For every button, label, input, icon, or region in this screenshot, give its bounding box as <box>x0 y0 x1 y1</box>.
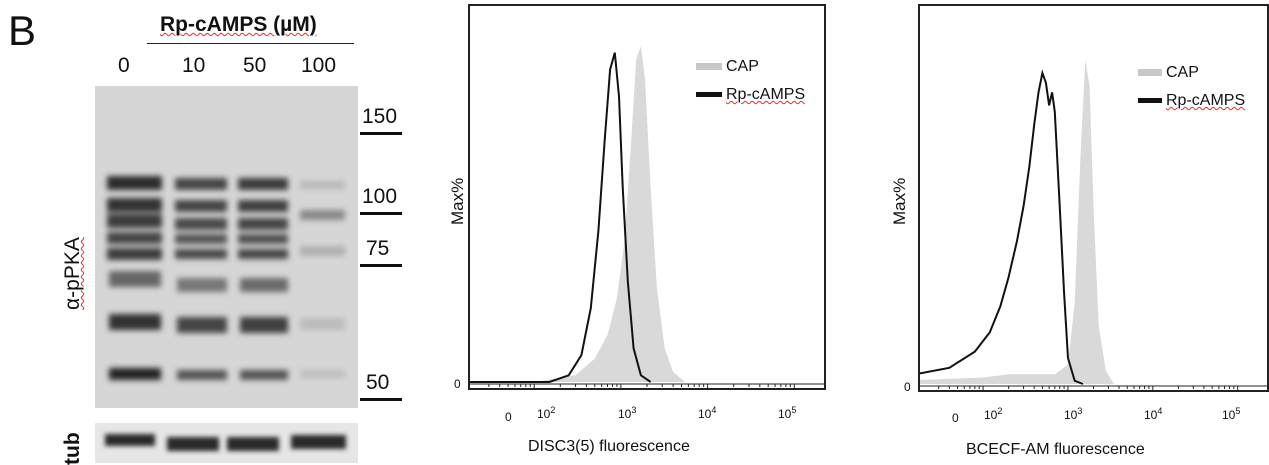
x-axis-minor-ticks <box>470 383 824 388</box>
x-tick-0: 0 <box>952 411 959 425</box>
legend-item-rp-cAMPS: Rp-cAMPS <box>696 86 805 104</box>
x-tick-1e2: 102 <box>984 406 1003 422</box>
legend-swatch-cap <box>696 63 722 71</box>
x-axis-minor-ticks <box>920 385 1267 390</box>
legend-swatch-rp-cAMPS <box>696 92 722 98</box>
x-axis-label: BCECF-AM fluorescence <box>966 441 1145 458</box>
legend-label-rp-cAMPS: Rp-cAMPS <box>1166 92 1246 109</box>
treatment-underline <box>147 43 354 44</box>
x-tick-1e5: 105 <box>778 405 797 421</box>
tubulin-blot-image <box>95 423 358 463</box>
series-rp-cAMPS-line <box>470 52 652 383</box>
concentration-label-0: 0 <box>118 54 130 77</box>
histogram-disc3: Max% 0 CAP Rp-cAMPS 0 102 103 104 105 DI… <box>430 0 830 465</box>
mw-marker-100: 100 <box>362 185 398 208</box>
x-tick-1e5: 105 <box>1222 406 1241 422</box>
blot-antibody-label: α-pPKA <box>61 237 84 310</box>
plot-frame: CAP Rp-cAMPS <box>918 4 1269 392</box>
histogram-bcecf: Max% 0 CAP Rp-cAMPS 0 102 103 104 105 BC… <box>880 0 1269 465</box>
western-blot-image <box>95 86 358 408</box>
mw-marker-50: 50 <box>366 371 390 394</box>
x-tick-1e3: 103 <box>618 405 637 421</box>
x-tick-1e2: 102 <box>537 405 556 421</box>
treatment-title-text: Rp-cAMPS (µM) <box>160 13 317 36</box>
legend-label-cap: CAP <box>1166 64 1199 81</box>
x-tick-1e4: 104 <box>698 405 717 421</box>
x-tick-1e3: 103 <box>1064 406 1083 422</box>
plot-frame: CAP Rp-cAMPS <box>468 4 826 390</box>
legend-item-cap: CAP <box>1138 64 1199 82</box>
treatment-title: Rp-cAMPS (µM) <box>160 14 317 36</box>
concentration-label-50: 50 <box>243 54 267 77</box>
legend-label-cap: CAP <box>726 58 759 75</box>
y-tick-zero: 0 <box>904 380 911 394</box>
mw-marker-line-75 <box>360 264 402 267</box>
y-axis-label: Max% <box>448 177 467 225</box>
mw-marker-line-150 <box>360 132 402 135</box>
concentration-label-100: 100 <box>301 54 337 77</box>
series-rp-cAMPS-line <box>920 69 1084 385</box>
loading-control-label: tub <box>61 432 84 465</box>
x-axis-label: DISC3(5) fluorescence <box>528 438 690 455</box>
legend-swatch-cap <box>1138 69 1162 77</box>
concentration-label-10: 10 <box>182 54 206 77</box>
panel-letter: B <box>8 7 37 54</box>
series-cap-area <box>920 60 1115 384</box>
plot-area <box>920 60 1267 390</box>
y-tick-zero: 0 <box>454 377 461 391</box>
x-tick-0: 0 <box>505 410 512 424</box>
y-axis-label: Max% <box>890 177 909 225</box>
legend-label-rp-cAMPS: Rp-cAMPS <box>726 86 806 103</box>
series-cap-area <box>470 46 686 382</box>
mw-marker-75: 75 <box>366 237 390 260</box>
legend-item-rp-cAMPS: Rp-cAMPS <box>1138 92 1245 110</box>
legend-swatch-rp-cAMPS <box>1138 98 1162 104</box>
plot-area <box>470 46 824 388</box>
mw-marker-line-100 <box>360 212 402 215</box>
x-tick-1e4: 104 <box>1144 406 1163 422</box>
blot-antibody-text: α-pPKA <box>61 237 84 310</box>
mw-marker-line-50 <box>360 398 402 401</box>
legend-item-cap: CAP <box>696 58 759 76</box>
mw-marker-150: 150 <box>362 105 398 128</box>
